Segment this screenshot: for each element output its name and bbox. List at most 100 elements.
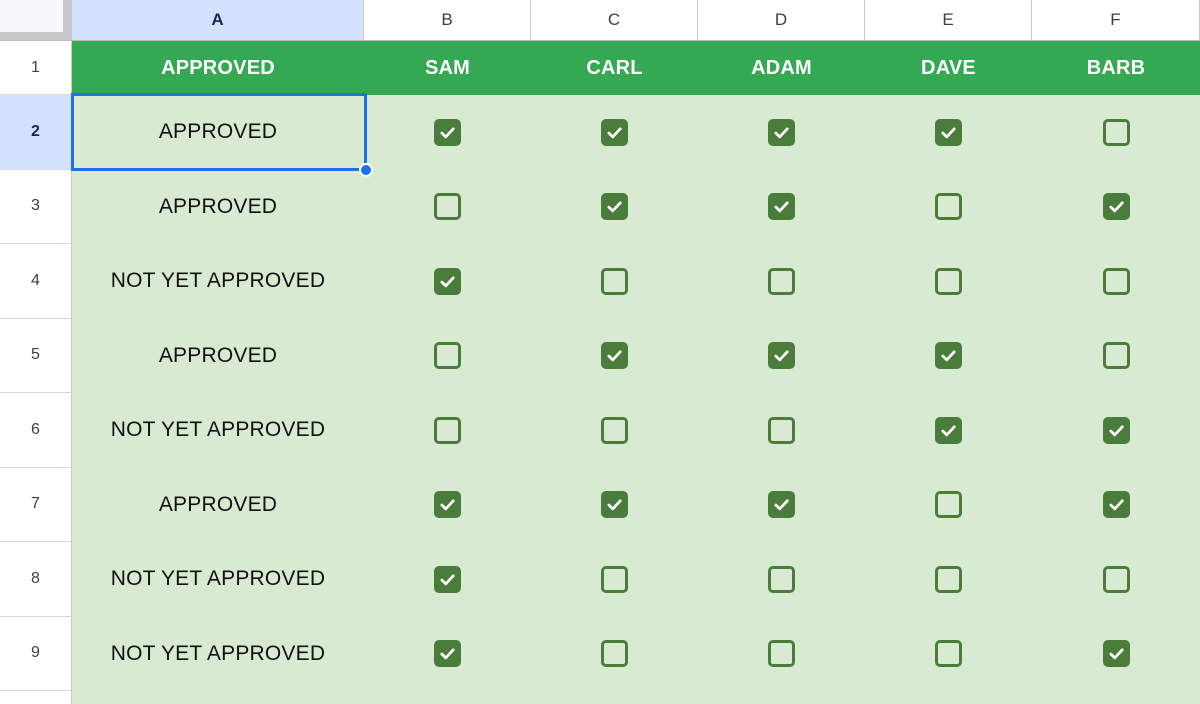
checkbox-c4[interactable] bbox=[601, 267, 628, 295]
row-header-6[interactable]: 6 bbox=[0, 393, 72, 468]
checkbox-b7[interactable] bbox=[434, 491, 461, 519]
checkbox-f7[interactable] bbox=[1102, 491, 1130, 519]
cell-e8 bbox=[865, 542, 1032, 617]
row-header-10-partial[interactable] bbox=[0, 691, 72, 704]
checkbox-f4[interactable] bbox=[1102, 267, 1130, 295]
check-icon bbox=[607, 201, 622, 213]
column-header-e[interactable]: E bbox=[865, 0, 1032, 41]
cell-a6[interactable]: NOT YET APPROVED bbox=[110, 418, 326, 442]
checkbox-e3[interactable] bbox=[935, 193, 962, 221]
checkbox-b3[interactable] bbox=[434, 193, 461, 221]
cell-f2 bbox=[1032, 95, 1200, 170]
select-all-corner[interactable] bbox=[0, 0, 72, 41]
table-row: APPROVED bbox=[72, 318, 1200, 394]
cells-area: APPROVED SAM CARL ADAM DAVE BARB APPROVED APPRO… bbox=[72, 41, 1200, 704]
cell-d6 bbox=[698, 393, 865, 468]
cell-f7 bbox=[1032, 468, 1200, 543]
checkbox-f8[interactable] bbox=[1102, 565, 1130, 593]
cell-a9[interactable]: NOT YET APPROVED bbox=[110, 641, 326, 665]
checkbox-c6[interactable] bbox=[601, 416, 628, 444]
cell-a5[interactable]: APPROVED bbox=[158, 343, 278, 367]
check-icon bbox=[774, 499, 789, 511]
column-header-a[interactable]: A bbox=[72, 0, 364, 41]
cell-c5 bbox=[531, 319, 698, 394]
checkbox-d5[interactable] bbox=[768, 342, 795, 370]
check-icon bbox=[1108, 499, 1124, 511]
check-icon bbox=[440, 648, 455, 660]
checkbox-c9[interactable] bbox=[601, 640, 628, 668]
checkbox-e5[interactable] bbox=[935, 342, 962, 370]
checkbox-c5[interactable] bbox=[601, 342, 628, 370]
row-header-7[interactable]: 7 bbox=[0, 467, 72, 542]
row-header-1[interactable]: 1 bbox=[0, 41, 72, 95]
checkbox-c7[interactable] bbox=[601, 491, 628, 519]
checkbox-b9[interactable] bbox=[434, 640, 461, 668]
cell-a3[interactable]: APPROVED bbox=[158, 194, 278, 218]
checkbox-e7[interactable] bbox=[935, 491, 962, 519]
cell-c1[interactable]: CARL bbox=[586, 56, 643, 79]
checkbox-b2[interactable] bbox=[434, 118, 461, 146]
column-header-f[interactable]: F bbox=[1032, 0, 1200, 41]
cell-a8[interactable]: NOT YET APPROVED bbox=[110, 567, 326, 591]
checkbox-f6[interactable] bbox=[1102, 416, 1130, 444]
column-header-b[interactable]: B bbox=[364, 0, 531, 41]
checkbox-b8[interactable] bbox=[434, 565, 461, 593]
checkbox-b6[interactable] bbox=[434, 416, 461, 444]
header-row: APPROVED SAM CARL ADAM DAVE BARB bbox=[72, 41, 1200, 95]
cell-d1[interactable]: ADAM bbox=[751, 56, 812, 79]
cell-d3 bbox=[698, 170, 865, 245]
checkbox-d9[interactable] bbox=[768, 640, 795, 668]
table-row: NOT YET APPROVED bbox=[72, 616, 1200, 692]
checkbox-d8[interactable] bbox=[768, 565, 795, 593]
fill-handle[interactable] bbox=[359, 163, 373, 177]
cell-e4 bbox=[865, 244, 1032, 319]
checkbox-e9[interactable] bbox=[935, 640, 962, 668]
checkbox-d3[interactable] bbox=[768, 193, 795, 221]
checkbox-e8[interactable] bbox=[935, 565, 962, 593]
checkbox-b4[interactable] bbox=[434, 267, 461, 295]
cell-f1[interactable]: BARB bbox=[1086, 56, 1146, 79]
cell-a4[interactable]: NOT YET APPROVED bbox=[110, 269, 326, 293]
check-icon bbox=[941, 425, 956, 436]
checkbox-c3[interactable] bbox=[601, 193, 628, 221]
column-header-c[interactable]: C bbox=[531, 0, 698, 41]
checkbox-b5[interactable] bbox=[434, 342, 461, 370]
row-header-8[interactable]: 8 bbox=[0, 542, 72, 617]
checkbox-d2[interactable] bbox=[768, 118, 795, 146]
check-icon bbox=[774, 350, 789, 362]
cell-a7[interactable]: APPROVED bbox=[158, 492, 278, 516]
cell-e1[interactable]: DAVE bbox=[921, 56, 976, 79]
table-row-partial bbox=[72, 691, 1200, 704]
checkbox-e4[interactable] bbox=[935, 267, 962, 295]
checkbox-e2[interactable] bbox=[935, 118, 962, 146]
cell-a1[interactable]: APPROVED bbox=[161, 56, 275, 79]
row-header-9[interactable]: 9 bbox=[0, 616, 72, 691]
checkbox-f9[interactable] bbox=[1102, 640, 1130, 668]
checkbox-c2[interactable] bbox=[601, 118, 628, 146]
checkbox-f5[interactable] bbox=[1102, 342, 1130, 370]
cell-b5 bbox=[364, 319, 531, 394]
row-header-5[interactable]: 5 bbox=[0, 318, 72, 393]
cell-f4 bbox=[1032, 244, 1200, 319]
checkbox-c8[interactable] bbox=[601, 565, 628, 593]
cell-a2[interactable]: APPROVED bbox=[158, 120, 278, 144]
checkbox-d6[interactable] bbox=[768, 416, 795, 444]
checkbox-d7[interactable] bbox=[768, 491, 795, 519]
row-header-2[interactable]: 2 bbox=[0, 95, 72, 170]
cell-b4 bbox=[364, 244, 531, 319]
cell-f6 bbox=[1032, 393, 1200, 468]
cell-b1[interactable]: SAM bbox=[424, 56, 471, 79]
checkbox-e6[interactable] bbox=[935, 416, 962, 444]
row-header-3[interactable]: 3 bbox=[0, 169, 72, 244]
cell-b8 bbox=[364, 542, 531, 617]
checkbox-f2[interactable] bbox=[1102, 118, 1130, 146]
row-header-4[interactable]: 4 bbox=[0, 244, 72, 319]
check-icon bbox=[607, 127, 622, 138]
check-icon bbox=[440, 574, 455, 585]
cell-b7 bbox=[364, 468, 531, 543]
checkbox-f3[interactable] bbox=[1102, 193, 1130, 221]
cell-d9 bbox=[698, 617, 865, 692]
column-header-d[interactable]: D bbox=[698, 0, 865, 41]
checkbox-d4[interactable] bbox=[768, 267, 795, 295]
